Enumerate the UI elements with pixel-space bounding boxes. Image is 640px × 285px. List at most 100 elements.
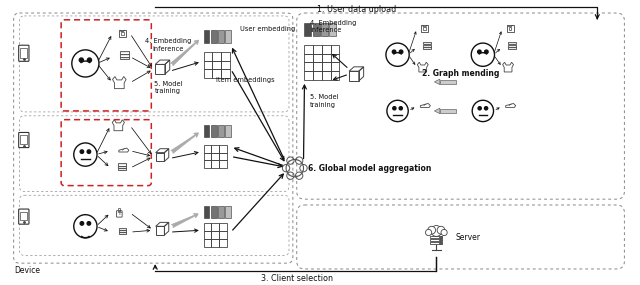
Circle shape [87, 150, 91, 153]
Bar [211, 125, 217, 137]
Bar [212, 52, 221, 60]
Polygon shape [435, 79, 440, 85]
Text: 6. Global model aggregation: 6. Global model aggregation [308, 164, 432, 173]
Bar [118, 163, 126, 166]
Text: +: + [116, 210, 122, 216]
Bar [440, 109, 456, 113]
Bar [211, 223, 219, 231]
Text: 4. Embedding
inference: 4. Embedding inference [145, 38, 191, 52]
Text: 3. Client selection: 3. Client selection [260, 274, 333, 283]
Bar [431, 242, 442, 245]
Bar [211, 231, 219, 239]
Circle shape [392, 50, 396, 54]
Bar [331, 71, 339, 80]
Bar [204, 145, 211, 153]
Bar [221, 69, 230, 78]
Circle shape [478, 107, 481, 110]
Bar [204, 153, 211, 160]
Bar [212, 60, 221, 69]
FancyBboxPatch shape [19, 45, 29, 61]
Bar [322, 71, 331, 80]
Circle shape [484, 50, 488, 54]
Circle shape [87, 222, 91, 225]
Text: Server: Server [456, 233, 481, 243]
FancyBboxPatch shape [19, 209, 29, 224]
Circle shape [428, 226, 436, 234]
Text: Item embeddings: Item embeddings [216, 77, 275, 83]
Bar [211, 145, 219, 153]
Bar [313, 71, 322, 80]
Bar [204, 239, 211, 247]
Bar [424, 27, 426, 30]
Bar [221, 52, 230, 60]
Bar [331, 62, 339, 71]
Bar [440, 80, 456, 84]
Text: 1. User data upload: 1. User data upload [317, 5, 396, 14]
Bar [212, 69, 221, 78]
Bar [218, 206, 224, 217]
Bar [119, 30, 125, 37]
Bar [313, 23, 319, 36]
Bar [321, 23, 328, 36]
Bar [421, 25, 428, 32]
Bar [305, 71, 313, 80]
FancyBboxPatch shape [19, 133, 29, 148]
Bar [225, 30, 231, 43]
Bar [508, 47, 516, 49]
Bar [119, 228, 125, 230]
Text: Device: Device [15, 266, 40, 275]
Circle shape [441, 229, 447, 236]
Text: 5. Model
training: 5. Model training [154, 81, 182, 94]
Bar [305, 45, 313, 54]
Bar [508, 42, 516, 44]
Bar [313, 45, 322, 54]
Bar [431, 236, 442, 238]
Bar [322, 45, 331, 54]
Bar [219, 239, 227, 247]
Bar [211, 153, 219, 160]
Bar [221, 60, 230, 69]
Circle shape [88, 58, 92, 62]
Bar [322, 62, 331, 71]
Bar [422, 44, 431, 47]
Bar [305, 23, 311, 36]
Bar [120, 51, 129, 54]
Bar [211, 239, 219, 247]
Bar [118, 166, 126, 168]
Circle shape [393, 107, 396, 110]
Bar [219, 160, 227, 168]
Circle shape [80, 222, 84, 225]
Bar [331, 54, 339, 62]
Polygon shape [435, 108, 440, 114]
Bar [211, 206, 217, 217]
Bar [218, 125, 224, 137]
Bar [322, 54, 331, 62]
Bar [219, 153, 227, 160]
Bar [305, 54, 313, 62]
Bar [20, 135, 28, 144]
Bar [121, 32, 124, 35]
Bar [204, 60, 212, 69]
Bar [118, 208, 120, 211]
Bar [218, 30, 224, 43]
Bar [119, 230, 125, 232]
Bar [508, 44, 516, 47]
Bar [219, 231, 227, 239]
Bar [331, 45, 339, 54]
Bar [431, 239, 442, 241]
Circle shape [437, 226, 445, 234]
Bar [204, 206, 209, 217]
Bar [204, 30, 209, 43]
Text: 5. Model
training: 5. Model training [310, 94, 339, 108]
Bar [120, 54, 129, 56]
Bar [422, 42, 431, 44]
Circle shape [484, 107, 488, 110]
Bar [313, 62, 322, 71]
Bar [118, 168, 126, 170]
Bar [20, 212, 28, 221]
Text: 2. Graph mending: 2. Graph mending [422, 69, 499, 78]
Bar [329, 23, 336, 36]
Bar [211, 30, 217, 43]
Bar [119, 232, 125, 234]
Circle shape [426, 229, 432, 236]
